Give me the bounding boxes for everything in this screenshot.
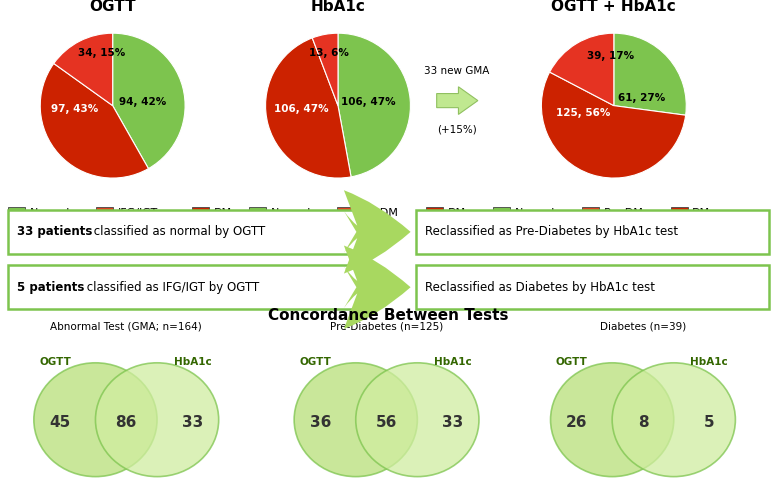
- Bar: [192, 207, 209, 218]
- Wedge shape: [266, 38, 351, 178]
- Text: 45: 45: [49, 414, 71, 430]
- Bar: [582, 207, 599, 218]
- Wedge shape: [312, 33, 338, 106]
- Polygon shape: [437, 87, 478, 114]
- Text: IFG/IGT: IFG/IGT: [118, 208, 159, 218]
- Text: 33: 33: [182, 414, 204, 430]
- FancyBboxPatch shape: [416, 210, 769, 254]
- Text: 26: 26: [566, 414, 587, 430]
- Text: 5: 5: [704, 414, 715, 430]
- Text: 33: 33: [442, 414, 464, 430]
- Wedge shape: [40, 63, 148, 178]
- Text: classified as IFG/IGT by OGTT: classified as IFG/IGT by OGTT: [83, 281, 260, 294]
- Text: Normal: Normal: [515, 208, 556, 218]
- Text: Pre-DM: Pre-DM: [604, 208, 643, 218]
- Ellipse shape: [294, 363, 417, 477]
- Title: HbA1c: HbA1c: [311, 0, 365, 14]
- FancyArrowPatch shape: [344, 190, 410, 274]
- Text: HbA1c: HbA1c: [691, 357, 728, 367]
- Title: OGTT + HbA1c: OGTT + HbA1c: [552, 0, 676, 14]
- FancyBboxPatch shape: [416, 265, 769, 309]
- Bar: [493, 207, 510, 218]
- Bar: [337, 207, 354, 218]
- Ellipse shape: [34, 363, 157, 477]
- Text: Reclassified as Diabetes by HbA1c test: Reclassified as Diabetes by HbA1c test: [425, 281, 655, 294]
- Ellipse shape: [612, 363, 735, 477]
- FancyBboxPatch shape: [8, 265, 361, 309]
- Text: (+15%): (+15%): [437, 125, 477, 135]
- Text: classified as normal by OGTT: classified as normal by OGTT: [89, 225, 265, 238]
- Wedge shape: [549, 33, 614, 106]
- Text: 61, 27%: 61, 27%: [618, 94, 665, 104]
- Bar: [671, 207, 688, 218]
- Ellipse shape: [96, 363, 218, 477]
- Text: Pre-DM: Pre-DM: [359, 208, 399, 218]
- Text: 34, 15%: 34, 15%: [78, 48, 125, 58]
- Text: 33 patients: 33 patients: [17, 225, 92, 238]
- Text: Reclassified as Pre-Diabetes by HbA1c test: Reclassified as Pre-Diabetes by HbA1c te…: [425, 225, 678, 238]
- Title: Diabetes (n=39): Diabetes (n=39): [600, 321, 686, 331]
- Text: 86: 86: [116, 414, 137, 430]
- Title: OGTT: OGTT: [89, 0, 136, 14]
- Bar: [96, 207, 113, 218]
- Text: OGTT: OGTT: [39, 357, 71, 367]
- Ellipse shape: [356, 363, 479, 477]
- FancyArrowPatch shape: [344, 245, 410, 329]
- Wedge shape: [113, 33, 185, 169]
- Text: DM: DM: [448, 208, 465, 218]
- Text: DM: DM: [214, 208, 232, 218]
- Text: 36: 36: [309, 414, 331, 430]
- Text: 13, 6%: 13, 6%: [309, 48, 349, 58]
- Text: 8: 8: [638, 414, 648, 430]
- Bar: [249, 207, 266, 218]
- Text: Concordance Between Tests: Concordance Between Tests: [268, 308, 509, 323]
- Text: 106, 47%: 106, 47%: [274, 104, 329, 114]
- Text: Normal: Normal: [270, 208, 311, 218]
- Title: Abnormal Test (GMA; n=164): Abnormal Test (GMA; n=164): [51, 321, 202, 331]
- Bar: [8, 207, 25, 218]
- Ellipse shape: [551, 363, 674, 477]
- Wedge shape: [542, 72, 685, 178]
- Wedge shape: [54, 33, 113, 106]
- Text: OGTT: OGTT: [556, 357, 588, 367]
- Text: 39, 17%: 39, 17%: [587, 51, 634, 61]
- Text: OGTT: OGTT: [299, 357, 332, 367]
- FancyBboxPatch shape: [8, 210, 361, 254]
- Text: 5 patients: 5 patients: [17, 281, 85, 294]
- Bar: [426, 207, 443, 218]
- Text: Normal: Normal: [30, 208, 70, 218]
- Wedge shape: [614, 33, 686, 115]
- Text: DM: DM: [692, 208, 710, 218]
- Title: Pre-Diabetes (n=125): Pre-Diabetes (n=125): [330, 321, 443, 331]
- Text: 56: 56: [376, 414, 397, 430]
- Text: 97, 43%: 97, 43%: [51, 104, 99, 114]
- Text: HbA1c: HbA1c: [434, 357, 472, 367]
- Text: 125, 56%: 125, 56%: [556, 108, 611, 118]
- Text: HbA1c: HbA1c: [174, 357, 211, 367]
- Text: 106, 47%: 106, 47%: [341, 97, 395, 107]
- Text: 33 new GMA: 33 new GMA: [424, 66, 490, 76]
- Wedge shape: [338, 33, 410, 177]
- Text: 94, 42%: 94, 42%: [120, 97, 167, 107]
